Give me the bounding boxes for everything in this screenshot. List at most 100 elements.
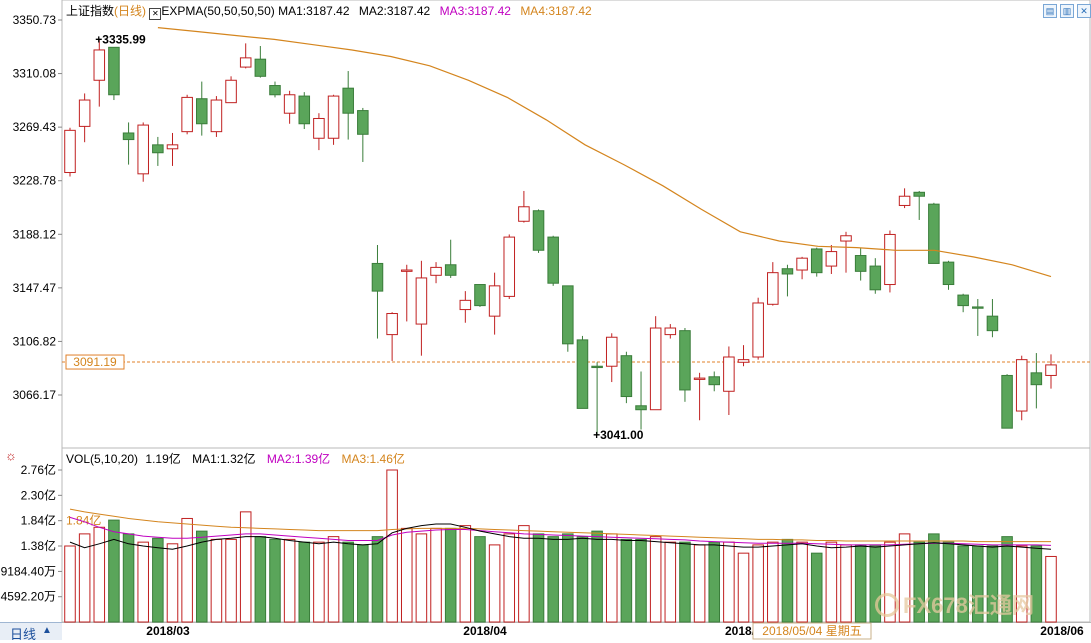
candle	[708, 371, 721, 392]
candle-body	[196, 98, 208, 125]
candle	[444, 239, 457, 278]
candle-body	[503, 236, 516, 297]
candle-body	[679, 330, 691, 391]
candle	[693, 372, 706, 421]
volume-bar	[986, 545, 999, 623]
volume-bar	[78, 533, 91, 623]
volume-bar	[444, 527, 457, 623]
period-tab-arrow-icon[interactable]: ▲	[42, 625, 52, 636]
vol-reference-label: 1.84亿	[66, 513, 101, 528]
volume-bar	[503, 533, 516, 623]
volume-bar	[181, 517, 193, 623]
volume-bar	[137, 541, 149, 623]
toggle-panel-icon[interactable]: ▥	[1060, 4, 1074, 18]
candle	[342, 71, 354, 140]
candle	[869, 258, 882, 294]
candle-body	[166, 144, 179, 150]
candle-body	[210, 99, 223, 133]
period-label[interactable]: (日线)	[114, 4, 147, 18]
candle	[796, 256, 808, 280]
ma1-label: MA1:3187.42	[278, 4, 350, 18]
candle-body	[357, 110, 369, 135]
x-tick-label: 2018/04	[463, 624, 507, 638]
index-name: 上证指数	[66, 4, 115, 18]
candle-body	[327, 95, 340, 139]
vol-ma3-line	[69, 508, 1051, 543]
candle	[1015, 355, 1028, 421]
volume-bar	[152, 537, 164, 623]
close-panel-icon[interactable]: ✕	[1077, 4, 1091, 18]
candle	[298, 92, 311, 130]
volume-bar	[430, 527, 442, 623]
volume-bar	[1045, 555, 1057, 623]
candle	[591, 362, 603, 435]
indicator-icon[interactable]: ✕	[149, 8, 162, 20]
volume-bar	[884, 541, 896, 623]
candle	[93, 39, 106, 107]
volume-bar	[342, 541, 354, 623]
zoom-chart-icon[interactable]: ▤	[1043, 4, 1057, 18]
candle	[532, 209, 545, 253]
candle-body	[752, 302, 764, 358]
volume-bar	[474, 536, 486, 623]
candle	[474, 284, 486, 307]
candle	[752, 297, 764, 360]
candle-body	[122, 132, 135, 141]
candle-body	[371, 262, 384, 292]
candle-body	[986, 315, 999, 332]
volume-bar	[796, 541, 808, 623]
volume-bar	[723, 541, 735, 623]
volume-bar	[913, 541, 925, 623]
price-header: 上证指数(日线) ✕ EXPMA(50,50,50,50) MA1:3187.42…	[66, 4, 592, 20]
candle-body	[942, 261, 955, 286]
settings-gear-icon[interactable]: ☼	[5, 448, 17, 463]
candle	[972, 299, 984, 336]
x-tick-label: 2018/03	[146, 624, 190, 638]
candle	[649, 316, 662, 411]
expma-line	[157, 27, 1052, 278]
vol-ma1: MA1:1.32亿	[192, 452, 256, 466]
candle-body	[488, 285, 501, 317]
vol-ma1-line	[69, 523, 1052, 550]
candle	[737, 345, 750, 367]
candle-body	[796, 257, 808, 271]
min-price-label: +3041.00	[593, 428, 644, 442]
candle	[269, 81, 281, 98]
candle	[986, 299, 999, 338]
reference-value-label: 3091.19	[73, 355, 117, 369]
candle-body	[400, 269, 413, 272]
vol-label[interactable]: VOL(5,10,20)	[66, 452, 139, 466]
expma-label[interactable]: EXPMA(50,50,50,50)	[161, 4, 275, 18]
candle-body	[854, 255, 867, 272]
candle	[620, 351, 633, 404]
candle-body	[313, 117, 325, 139]
watermark-globe-icon	[875, 593, 899, 617]
volume-bar	[752, 544, 764, 623]
ma3-label: MA3:3187.42	[439, 4, 511, 18]
y-tick-label: 3066.17	[13, 388, 57, 402]
period-tab-label[interactable]: 日线	[10, 627, 37, 642]
candle-body	[93, 49, 106, 81]
y-tick-label: 3350.73	[13, 13, 57, 27]
candle	[386, 312, 398, 361]
period-tab[interactable]: 日线 ▲	[0, 622, 62, 642]
cursor-date-box	[752, 622, 872, 640]
volume-bar	[928, 533, 940, 623]
candle-body	[810, 248, 823, 274]
cursor-date-label: 2018/05/04 星期五	[762, 624, 861, 638]
volume-bar	[239, 511, 252, 623]
vol-tick-label: 4592.20万	[1, 590, 56, 604]
volume-bar	[898, 533, 911, 623]
candle-body	[181, 96, 193, 133]
candle	[635, 371, 647, 430]
candle	[928, 202, 940, 264]
candle-body	[884, 233, 896, 286]
volume-bar	[459, 525, 472, 623]
candle	[254, 46, 267, 78]
candle-body	[1001, 374, 1013, 429]
candle-body	[693, 377, 706, 380]
vol-ma3: MA3:1.46亿	[341, 452, 405, 466]
y-tick-label: 3310.08	[13, 67, 57, 81]
candle-body	[254, 58, 267, 77]
